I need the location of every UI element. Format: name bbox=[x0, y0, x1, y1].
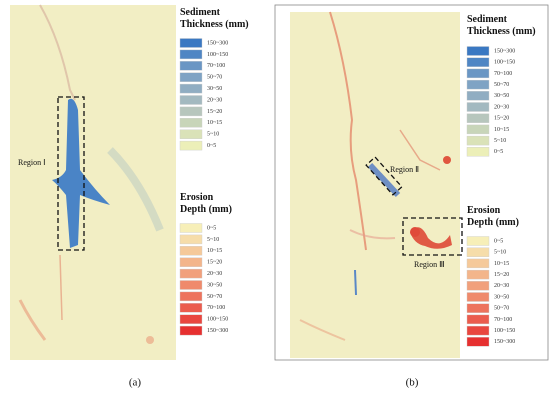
legend-label: 5~10 bbox=[494, 250, 506, 256]
legend-swatch bbox=[466, 247, 490, 257]
legend-swatch bbox=[466, 147, 490, 157]
legend-label: 5~10 bbox=[494, 138, 506, 144]
legend-label: 0~5 bbox=[207, 225, 216, 231]
legend-swatch bbox=[466, 292, 490, 302]
legend-swatch bbox=[179, 106, 203, 117]
legend-label: 0~5 bbox=[494, 238, 503, 244]
region-box bbox=[57, 96, 85, 251]
legend-label: 70~100 bbox=[494, 317, 512, 323]
legend-title: Erosion Depth (mm) bbox=[180, 192, 232, 215]
legend-label: 10~15 bbox=[207, 120, 222, 126]
legend-title: Erosion Depth (mm) bbox=[467, 205, 519, 228]
legend-label: 150~300 bbox=[494, 48, 515, 54]
region-box bbox=[365, 156, 403, 196]
legend-swatch bbox=[179, 38, 203, 48]
legend-label: 70~100 bbox=[207, 305, 225, 311]
legend-swatch bbox=[179, 325, 203, 336]
legend-label: 0~5 bbox=[207, 143, 216, 149]
legend-label: 10~15 bbox=[207, 248, 222, 254]
legend-label: 0~5 bbox=[494, 149, 503, 155]
legend-label: 30~50 bbox=[207, 282, 222, 288]
legend-swatch bbox=[179, 291, 203, 302]
legend-label: 30~50 bbox=[207, 86, 222, 92]
panel-frame bbox=[274, 4, 549, 361]
legend-label: 30~50 bbox=[494, 93, 509, 99]
legend-label: 10~15 bbox=[494, 261, 509, 267]
legend-swatch bbox=[179, 280, 203, 290]
legend-label: 10~15 bbox=[494, 127, 509, 133]
legend-label: 100~150 bbox=[207, 52, 228, 58]
legend-swatch bbox=[466, 314, 490, 325]
legend-label: 20~30 bbox=[207, 271, 222, 277]
legend-swatch bbox=[179, 223, 203, 233]
legend-label: 50~70 bbox=[207, 294, 222, 300]
legend-swatch bbox=[179, 140, 203, 151]
legend-swatch bbox=[179, 314, 203, 324]
legend-label: 100~150 bbox=[494, 60, 515, 66]
legend-swatch bbox=[466, 57, 490, 67]
legend-label: 150~300 bbox=[207, 328, 228, 334]
legend-title: Sediment Thickness (mm) bbox=[467, 14, 536, 37]
legend-swatch bbox=[179, 49, 203, 60]
legend-swatch bbox=[466, 135, 490, 146]
legend-label: 15~20 bbox=[207, 260, 222, 266]
panel-caption: (b) bbox=[406, 377, 419, 389]
legend-label: 15~20 bbox=[494, 272, 509, 278]
legend-swatch bbox=[179, 234, 203, 245]
legend-swatch bbox=[466, 68, 490, 79]
legend-swatch bbox=[179, 118, 203, 128]
legend-swatch bbox=[466, 236, 490, 246]
legend-swatch bbox=[179, 83, 203, 94]
legend-title: Sediment Thickness (mm) bbox=[180, 7, 249, 30]
legend-label: 70~100 bbox=[207, 63, 225, 69]
legend-label: 30~50 bbox=[494, 294, 509, 300]
legend-label: 20~30 bbox=[494, 283, 509, 289]
legend-label: 15~20 bbox=[207, 109, 222, 115]
legend-swatch bbox=[179, 268, 203, 279]
legend-swatch bbox=[466, 79, 490, 90]
legend-swatch bbox=[179, 61, 203, 71]
legend-label: 150~300 bbox=[207, 40, 228, 46]
legend-swatch bbox=[179, 72, 203, 82]
legend-swatch bbox=[179, 129, 203, 139]
legend-swatch bbox=[179, 95, 203, 105]
legend-swatch bbox=[466, 325, 490, 336]
region-label: Region Ⅰ bbox=[18, 158, 45, 167]
legend-label: 70~100 bbox=[494, 71, 512, 77]
map-a bbox=[10, 4, 176, 360]
legend-swatch bbox=[466, 124, 490, 135]
legend-swatch bbox=[466, 269, 490, 280]
legend-swatch bbox=[179, 257, 203, 267]
legend-label: 50~70 bbox=[207, 75, 222, 81]
legend-label: 20~30 bbox=[207, 97, 222, 103]
legend-swatch bbox=[179, 303, 203, 313]
legend-label: 20~30 bbox=[494, 104, 509, 110]
legend-label: 5~10 bbox=[207, 237, 219, 243]
legend-label: 50~70 bbox=[494, 306, 509, 312]
legend-swatch bbox=[466, 337, 490, 347]
legend-label: 15~20 bbox=[494, 116, 509, 122]
legend-swatch bbox=[466, 113, 490, 123]
legend-label: 150~300 bbox=[494, 339, 515, 345]
legend-label: 50~70 bbox=[494, 82, 509, 88]
region-label: Region Ⅲ bbox=[414, 260, 445, 269]
legend-swatch bbox=[466, 303, 490, 313]
legend-swatch bbox=[466, 91, 490, 101]
legend-label: 5~10 bbox=[207, 132, 219, 138]
legend-swatch bbox=[466, 102, 490, 112]
region-label: Region Ⅱ bbox=[390, 165, 419, 174]
legend-label: 100~150 bbox=[494, 328, 515, 334]
legend-swatch bbox=[179, 246, 203, 256]
legend-swatch bbox=[466, 46, 490, 56]
legend-label: 100~150 bbox=[207, 317, 228, 323]
legend-swatch bbox=[466, 258, 490, 269]
map-b bbox=[290, 11, 463, 358]
panel-caption: (a) bbox=[129, 377, 142, 389]
legend-swatch bbox=[466, 281, 490, 291]
